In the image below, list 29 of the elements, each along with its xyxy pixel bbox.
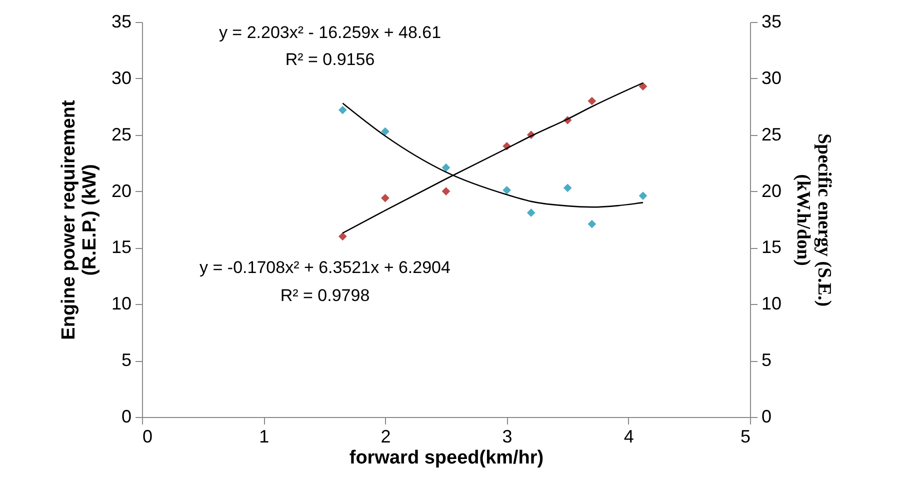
x-axis-title: forward speed(km/hr) [349, 448, 544, 468]
x-tick-label: 0 [142, 426, 153, 446]
y-axis-title: Engine power requirement (R.E.P.) (kW) [58, 100, 100, 340]
y-tick-label: 15 [111, 237, 132, 258]
y-tick-label: 25 [111, 124, 132, 144]
y2-tick-label: 25 [762, 124, 782, 144]
y-tick-label: 35 [111, 12, 132, 32]
y2-axis-title: Specific energy (S.E.) (kW.h/don) [792, 133, 835, 307]
annotation: y = 2.203x² - 16.259x + 48.61 [218, 23, 442, 42]
y2-tick-label: 30 [762, 68, 782, 88]
y2-tick-label: 15 [762, 237, 782, 258]
y-tick-label: 5 [121, 350, 132, 370]
x-tick-label: 5 [740, 426, 750, 446]
y2-tick-label: 10 [762, 294, 782, 314]
annotation: R² = 0.9156 [285, 50, 375, 69]
y-tick-label: 20 [111, 180, 132, 201]
x-tick-label: 3 [502, 426, 512, 446]
annotation: y = -0.1708x² + 6.3521x + 6.2904 [200, 258, 450, 277]
y2-tick-label: 35 [762, 12, 782, 32]
x-tick-label: 4 [624, 426, 634, 446]
y2-tick-label: 0 [762, 406, 772, 426]
y-tick-label: 0 [121, 406, 132, 426]
x-tick-label: 2 [380, 426, 391, 446]
y2-tick-label: 5 [762, 350, 772, 370]
y-tick-label: 10 [111, 294, 132, 314]
annotation: R² = 0.9798 [280, 286, 370, 305]
y-tick-label: 30 [111, 68, 132, 88]
y2-tick-label: 20 [762, 180, 782, 201]
x-tick-label: 1 [259, 426, 270, 446]
